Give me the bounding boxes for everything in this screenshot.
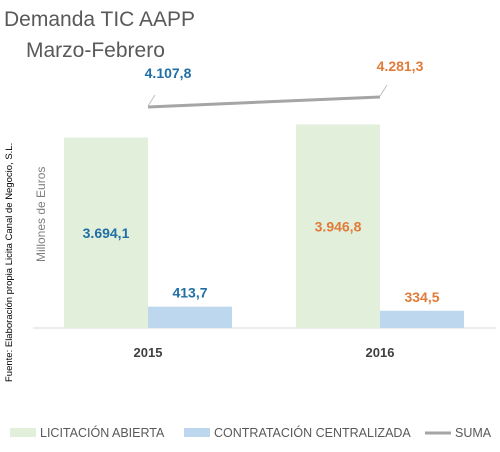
data-label-contratacion-centralizada-2015: 413,7 bbox=[172, 285, 207, 301]
data-label-suma-2015: 4.107,8 bbox=[145, 65, 192, 81]
legend-swatch-licitacion-abierta bbox=[10, 428, 36, 437]
chart-title-line-1: Demanda TIC AAPP bbox=[4, 8, 195, 31]
bar-licitacion-abierta-2015 bbox=[64, 137, 148, 328]
legend-label-licitacion-abierta: LICITACIÓN ABIERTA bbox=[40, 425, 165, 440]
legend-swatch-contratacion-centralizada bbox=[184, 428, 210, 437]
suma-leader-line-2015 bbox=[147, 94, 156, 107]
legend-label-suma: SUMA bbox=[455, 426, 492, 440]
data-label-licitacion-abierta-2015: 3.694,1 bbox=[83, 225, 130, 241]
suma-leader-line-2016 bbox=[379, 84, 388, 97]
x-tick-2016: 2016 bbox=[366, 345, 395, 360]
data-label-licitacion-abierta-2016: 3.946,8 bbox=[315, 218, 362, 234]
chart-title-line-2: Marzo-Febrero bbox=[26, 39, 165, 62]
x-tick-2015: 2015 bbox=[134, 345, 163, 360]
bar-contratacion-centralizada-2015 bbox=[148, 306, 232, 328]
plot-area: 3.694,1 413,7 2015 3.946,8 334,5 2016 4.107,8 4… bbox=[33, 58, 496, 360]
bar-licitacion-abierta-2016 bbox=[296, 124, 380, 328]
y-axis-label: Millones de Euros bbox=[34, 167, 48, 262]
data-label-contratacion-centralizada-2016: 334,5 bbox=[404, 289, 439, 305]
bar-contratacion-centralizada-2016 bbox=[380, 310, 464, 328]
legend-label-contratacion-centralizada: CONTRATACIÓN CENTRALIZADA bbox=[214, 425, 411, 440]
suma-line bbox=[147, 95, 381, 109]
source-note: Fuente: Elaboración propia Licita Canal … bbox=[4, 143, 15, 382]
data-label-suma-2016: 4.281,3 bbox=[377, 58, 424, 74]
legend: LICITACIÓN ABIERTA CONTRATACIÓN CENTRALIZ… bbox=[10, 425, 492, 440]
